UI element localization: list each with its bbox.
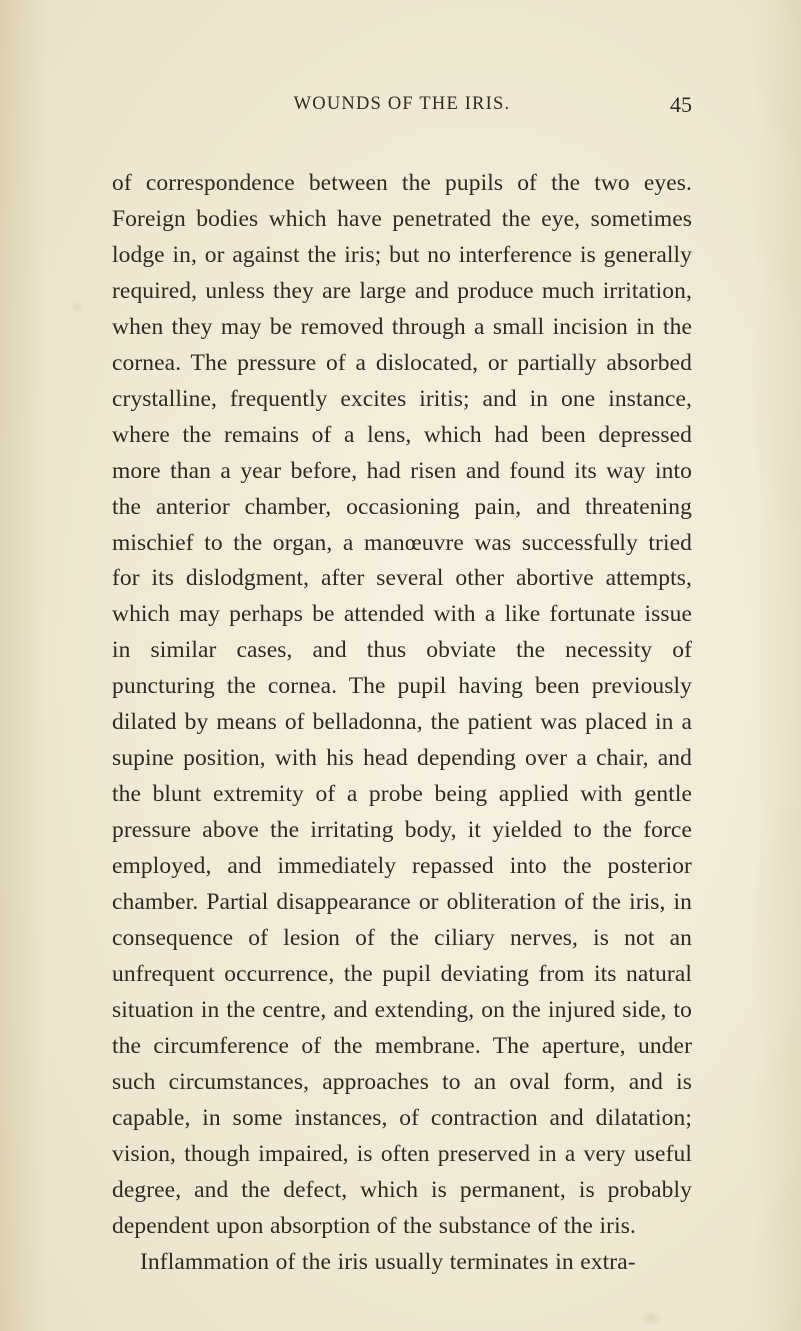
book-page: WOUNDS OF THE IRIS. 45 of correspondence… [112, 94, 692, 1281]
page-number: 45 [670, 92, 692, 118]
running-title: WOUNDS OF THE IRIS. [294, 94, 511, 115]
body-text: of correspondence between the pupils of … [112, 166, 692, 1281]
paragraph: Inflammation of the iris usually termina… [112, 1245, 692, 1281]
paper-stain [640, 1310, 662, 1326]
paragraph: of correspondence between the pupils of … [112, 166, 692, 1245]
running-head: WOUNDS OF THE IRIS. 45 [112, 94, 692, 122]
paper-stain [70, 300, 84, 314]
